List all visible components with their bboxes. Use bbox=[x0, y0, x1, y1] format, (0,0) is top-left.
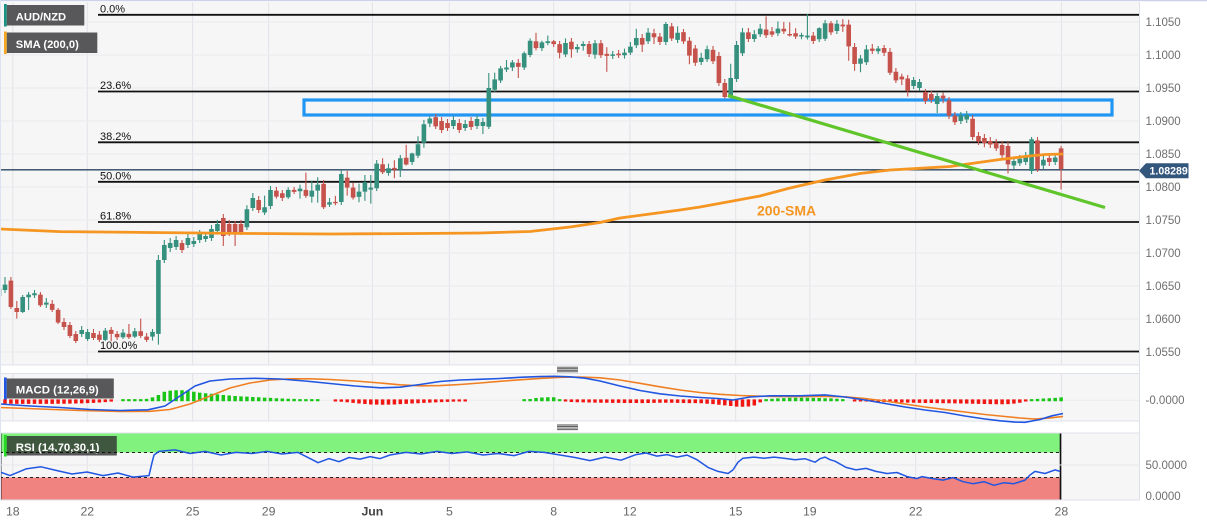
svg-text:1.0800: 1.0800 bbox=[1146, 182, 1181, 194]
svg-text:0.0000: 0.0000 bbox=[1146, 491, 1181, 503]
svg-text:1.0700: 1.0700 bbox=[1146, 248, 1181, 260]
svg-text:61.8%: 61.8% bbox=[100, 211, 131, 223]
svg-text:100.0%: 100.0% bbox=[100, 340, 138, 352]
svg-text:MACD (12,26,9): MACD (12,26,9) bbox=[16, 385, 99, 397]
svg-text:1.0900: 1.0900 bbox=[1146, 116, 1181, 128]
svg-text:1.1050: 1.1050 bbox=[1146, 17, 1181, 29]
svg-text:28: 28 bbox=[1055, 505, 1069, 519]
svg-text:29: 29 bbox=[262, 505, 276, 519]
svg-text:-0.0000: -0.0000 bbox=[1146, 395, 1185, 407]
svg-text:12: 12 bbox=[623, 505, 637, 519]
svg-text:1.0850: 1.0850 bbox=[1146, 149, 1181, 161]
svg-text:SMA (200,0): SMA (200,0) bbox=[16, 39, 79, 51]
svg-text:1.08289: 1.08289 bbox=[1150, 166, 1188, 178]
svg-text:1.0650: 1.0650 bbox=[1146, 281, 1181, 293]
svg-text:1.0550: 1.0550 bbox=[1146, 347, 1181, 359]
svg-text:18: 18 bbox=[6, 505, 20, 519]
svg-text:50.0%: 50.0% bbox=[100, 170, 131, 182]
svg-text:RSI (14,70,30,1): RSI (14,70,30,1) bbox=[16, 442, 100, 454]
svg-text:1.0600: 1.0600 bbox=[1146, 314, 1181, 326]
svg-text:22: 22 bbox=[909, 505, 923, 519]
svg-text:38.2%: 38.2% bbox=[100, 131, 131, 143]
svg-text:19: 19 bbox=[803, 505, 817, 519]
svg-text:22: 22 bbox=[80, 505, 94, 519]
svg-text:25: 25 bbox=[186, 505, 200, 519]
svg-text:5: 5 bbox=[446, 505, 453, 519]
svg-text:8: 8 bbox=[550, 505, 557, 519]
svg-text:23.6%: 23.6% bbox=[100, 80, 131, 92]
svg-text:1.0750: 1.0750 bbox=[1146, 215, 1181, 227]
svg-text:15: 15 bbox=[729, 505, 743, 519]
svg-text:Jun: Jun bbox=[361, 505, 383, 519]
svg-text:1.0950: 1.0950 bbox=[1146, 83, 1181, 95]
svg-text:1.1000: 1.1000 bbox=[1146, 50, 1181, 62]
svg-text:50.0000: 50.0000 bbox=[1146, 460, 1188, 472]
svg-text:0.0%: 0.0% bbox=[100, 3, 125, 15]
svg-text:AUD/NZD: AUD/NZD bbox=[16, 11, 66, 23]
svg-text:200-SMA: 200-SMA bbox=[757, 203, 816, 219]
